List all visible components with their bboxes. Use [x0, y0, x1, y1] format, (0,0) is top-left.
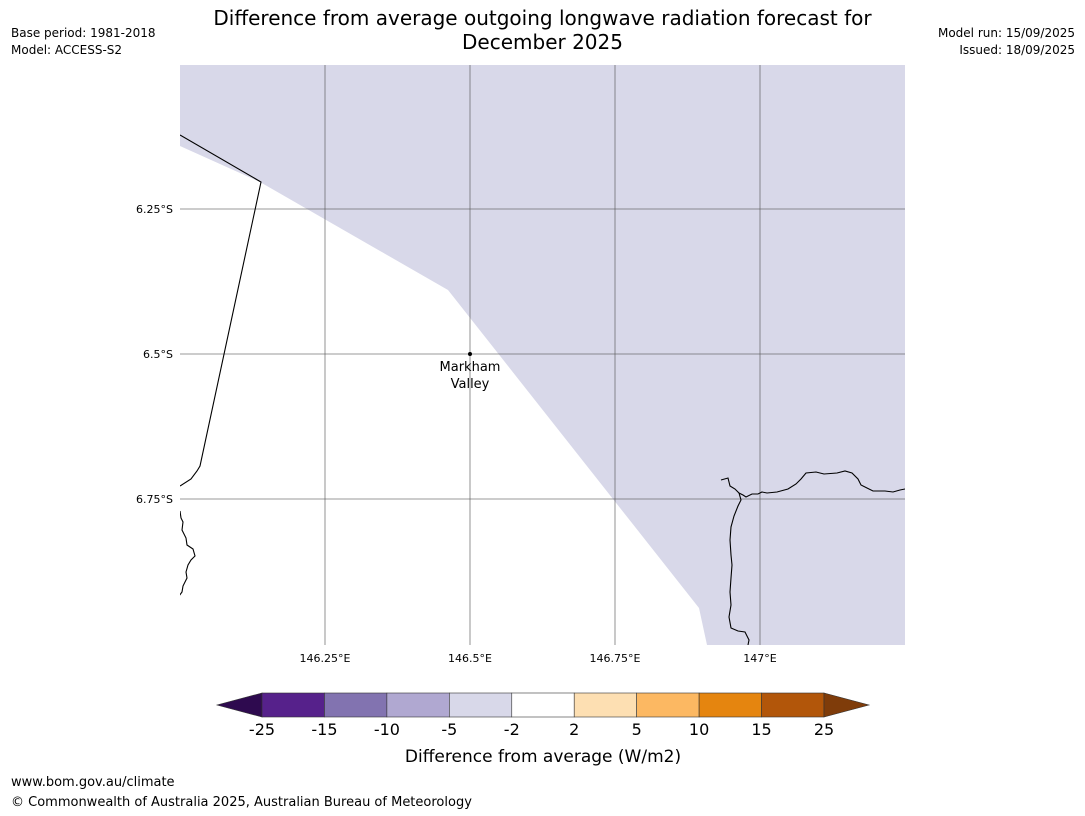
colorbar-segment	[324, 692, 388, 718]
colorbar-segments	[261, 692, 825, 718]
footer-url: www.bom.gov.au/climate	[11, 775, 175, 790]
colorbar-segment	[636, 692, 700, 718]
colorbar-tick-label: -15	[311, 720, 337, 739]
colorbar-tick-label: -25	[249, 720, 275, 739]
model-name: Model: ACCESS-S2	[11, 43, 123, 57]
anomaly-shaded-region	[180, 65, 905, 645]
colorbar-tick-label: 10	[689, 720, 709, 739]
colorbar-segment	[698, 692, 762, 718]
colorbar-tick-labels: -25 -15 -10 -5 -2 2 5 10 15 25	[249, 720, 834, 739]
colorbar-segment	[511, 692, 575, 718]
model-run: Model run: 15/09/2025	[937, 26, 1075, 40]
issued-date: Issued: 18/09/2025	[959, 43, 1075, 57]
map-title: Difference from average outgoing longwav…	[0, 6, 1085, 54]
metadata-left: Base period: 1981-2018 Model: ACCESS-S2	[11, 25, 156, 59]
coastline-east	[720, 470, 905, 498]
graticule	[180, 65, 905, 645]
boundaries	[180, 134, 905, 645]
colorbar-segment	[449, 692, 513, 718]
colorbar-tick-label: -5	[441, 720, 457, 739]
title-line-1: Difference from average outgoing longwav…	[213, 6, 872, 30]
colorbar-under-arrow	[215, 692, 263, 718]
colorbar-tick-label: 15	[751, 720, 771, 739]
colorbar-segment	[386, 692, 450, 718]
metadata-right: Model run: 15/09/2025 Issued: 18/09/2025	[938, 25, 1075, 59]
colorbar-tick-label: -2	[504, 720, 520, 739]
colorbar: -25 -15 -10 -5 -2 2 5 10 15 25 Difference from av…	[215, 692, 871, 767]
latitude-labels: 6.25°S 6.5°S 6.75°S	[136, 203, 173, 506]
province-boundary	[180, 134, 262, 487]
lat-label: 6.25°S	[136, 203, 173, 216]
title-line-2: December 2025	[462, 30, 623, 54]
base-period: Base period: 1981-2018	[11, 26, 156, 40]
colorbar-tick-label: -10	[374, 720, 400, 739]
coastline-river-mouth	[728, 492, 750, 645]
place-label-line-1: Markham	[440, 360, 501, 375]
footer-copyright: © Commonwealth of Australia 2025, Austra…	[11, 795, 472, 810]
colorbar-label: Difference from average (W/m2)	[405, 747, 681, 767]
colorbar-tick-label: 5	[632, 720, 642, 739]
place-label-line-2: Valley	[451, 377, 490, 392]
colorbar-segment	[573, 692, 637, 718]
colorbar-segment	[261, 692, 325, 718]
coastline-west	[180, 510, 196, 596]
colorbar-over-arrow	[823, 692, 871, 718]
lon-label: 146.25°E	[300, 652, 351, 665]
colorbar-segment	[761, 692, 825, 718]
lon-label: 146.75°E	[590, 652, 641, 665]
lat-label: 6.5°S	[143, 348, 173, 361]
markham-valley-marker	[468, 352, 472, 356]
lon-label: 147°E	[743, 652, 776, 665]
colorbar-tick-label: 25	[814, 720, 834, 739]
lat-label: 6.75°S	[136, 493, 173, 506]
colorbar-tick-label: 2	[569, 720, 579, 739]
longitude-labels: 146.25°E 146.5°E 146.75°E 147°E	[300, 652, 777, 665]
lon-label: 146.5°E	[448, 652, 492, 665]
map-area: Markham Valley	[180, 65, 905, 645]
